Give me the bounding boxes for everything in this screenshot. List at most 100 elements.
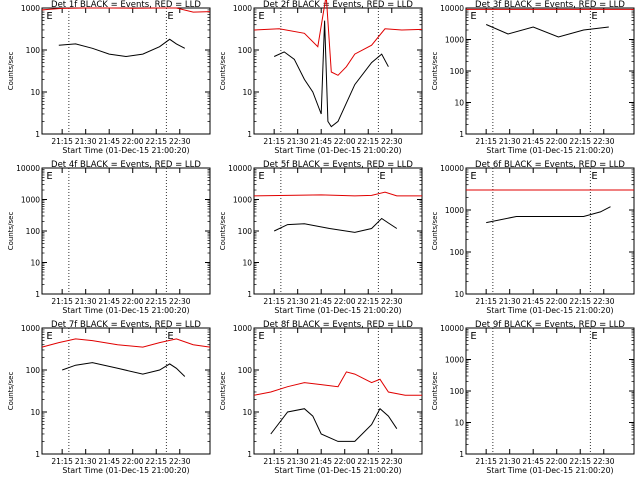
plot-frame [253, 7, 423, 135]
y-tick-label: 1 [35, 290, 40, 299]
y-tick-label: 1000 [233, 196, 252, 205]
x-tick-label: 22:00 [546, 137, 568, 146]
y-tick-label: 10 [242, 259, 252, 268]
x-tick-label: 21:30 [287, 137, 309, 146]
panel-title: Det 3f BLACK = Events, RED = LLD [475, 0, 625, 10]
y-axis-label: Counts/sec [7, 52, 15, 91]
series-red-line [253, 371, 422, 396]
x-tick-label: 22:15 [357, 457, 379, 466]
y-tick-label: 1000 [21, 4, 40, 13]
x-tick-label: 21:45 [310, 457, 332, 466]
x-axis-label: Start Time (01-Dec-15 21:00:20) [486, 306, 613, 315]
y-axis-label: Counts/sec [219, 52, 227, 91]
x-tick-label: 22:30 [169, 297, 191, 306]
panel-title: Det 4f BLACK = Events, RED = LLD [51, 160, 201, 170]
y-tick-label: 1000 [445, 356, 464, 365]
event-marker: E [258, 171, 264, 182]
event-marker: E [591, 171, 597, 182]
x-tick-label: 21:45 [310, 297, 332, 306]
x-tick-label: 22:15 [145, 457, 167, 466]
y-tick-label: 1 [459, 450, 464, 459]
panel-title: Det 2f BLACK = Events, RED = LLD [263, 0, 413, 10]
y-tick-label: 10 [30, 259, 40, 268]
y-tick-label: 1000 [445, 206, 464, 215]
x-tick-label: 21:45 [98, 137, 120, 146]
x-axis-label: Start Time (01-Dec-15 21:00:20) [486, 146, 613, 155]
y-tick-label: 1000 [21, 196, 40, 205]
panel-det-8: Det 8f BLACK = Events, RED = LLD 1 10 100 10… [219, 320, 423, 475]
x-tick-label: 22:00 [334, 457, 356, 466]
series-black-line [62, 362, 186, 377]
x-tick-label: 21:45 [98, 457, 120, 466]
panel-title: Det 7f BLACK = Events, RED = LLD [51, 320, 201, 330]
x-tick-label: 21:30 [499, 457, 521, 466]
y-axis-label: Counts/sec [431, 52, 439, 91]
y-tick-label: 100 [26, 227, 41, 236]
event-marker: E [379, 171, 385, 182]
y-axis-label: Counts/sec [219, 212, 227, 251]
x-tick-label: 21:30 [287, 297, 309, 306]
y-tick-label: 100 [450, 248, 465, 257]
y-tick-label: 10000 [228, 164, 252, 173]
y-tick-label: 10000 [440, 324, 464, 333]
x-tick-label: 21:45 [522, 457, 544, 466]
panel-title: Det 8f BLACK = Events, RED = LLD [263, 320, 413, 330]
x-tick-label: 22:15 [569, 137, 591, 146]
x-tick-label: 21:45 [98, 297, 120, 306]
event-marker: E [591, 331, 597, 342]
x-tick-label: 22:15 [569, 457, 591, 466]
series-black-line [270, 407, 398, 442]
x-tick-label: 21:15 [51, 297, 73, 306]
x-tick-label: 22:00 [334, 297, 356, 306]
x-tick-label: 22:30 [381, 137, 403, 146]
x-tick-label: 21:30 [75, 457, 97, 466]
y-tick-label: 10000 [440, 164, 464, 173]
y-tick-label: 10 [30, 88, 40, 97]
x-tick-label: 21:15 [263, 457, 285, 466]
panel-det-2: Det 2f BLACK = Events, RED = LLD 1 10 100 10… [219, 0, 423, 155]
series-red-line [253, 191, 422, 197]
x-tick-label: 21:15 [475, 457, 497, 466]
y-tick-label: 10 [454, 419, 464, 428]
y-tick-label: 10 [242, 88, 252, 97]
y-tick-label: 100 [238, 227, 253, 236]
y-tick-label: 1000 [233, 324, 252, 333]
x-axis-label: Start Time (01-Dec-15 21:00:20) [274, 466, 401, 475]
y-tick-label: 10000 [16, 164, 40, 173]
x-tick-label: 21:30 [75, 297, 97, 306]
y-tick-label: 1 [247, 290, 252, 299]
plot-frame [41, 7, 211, 135]
x-tick-label: 22:15 [145, 297, 167, 306]
panel-det-1: Det 1f BLACK = Events, RED = LLD 1 10 100 10… [7, 0, 211, 155]
x-tick-label: 22:00 [122, 297, 144, 306]
y-tick-label: 100 [26, 46, 41, 55]
x-tick-label: 21:30 [287, 457, 309, 466]
x-tick-label: 22:00 [546, 457, 568, 466]
y-tick-label: 1 [247, 450, 252, 459]
event-marker: E [167, 11, 173, 22]
y-tick-label: 100 [238, 366, 253, 375]
panel-title: Det 9f BLACK = Events, RED = LLD [475, 320, 625, 330]
x-tick-label: 21:15 [51, 137, 73, 146]
y-axis-label: Counts/sec [7, 212, 15, 251]
panel-det-7: Det 7f BLACK = Events, RED = LLD 1 10 100 10… [7, 320, 211, 475]
panel-title: Det 1f BLACK = Events, RED = LLD [51, 0, 201, 10]
series-red-line [41, 7, 211, 13]
event-marker: E [46, 171, 52, 182]
x-tick-label: 22:15 [357, 297, 379, 306]
plot-frame [253, 327, 423, 455]
series-red-line [253, 0, 423, 76]
event-marker: E [167, 331, 173, 342]
x-tick-label: 22:30 [593, 297, 615, 306]
x-tick-label: 21:15 [51, 457, 73, 466]
x-tick-label: 21:15 [475, 137, 497, 146]
plot-frame [465, 327, 635, 455]
x-axis-label: Start Time (01-Dec-15 21:00:20) [62, 306, 189, 315]
x-tick-label: 22:00 [122, 137, 144, 146]
event-marker: E [470, 11, 476, 22]
panel-det-9: Det 9f BLACK = Events, RED = LLD 1 10 100 10… [431, 320, 635, 475]
x-tick-label: 22:30 [381, 297, 403, 306]
plot-frame [41, 327, 211, 455]
x-tick-label: 21:15 [263, 297, 285, 306]
series-black-line [273, 20, 389, 128]
